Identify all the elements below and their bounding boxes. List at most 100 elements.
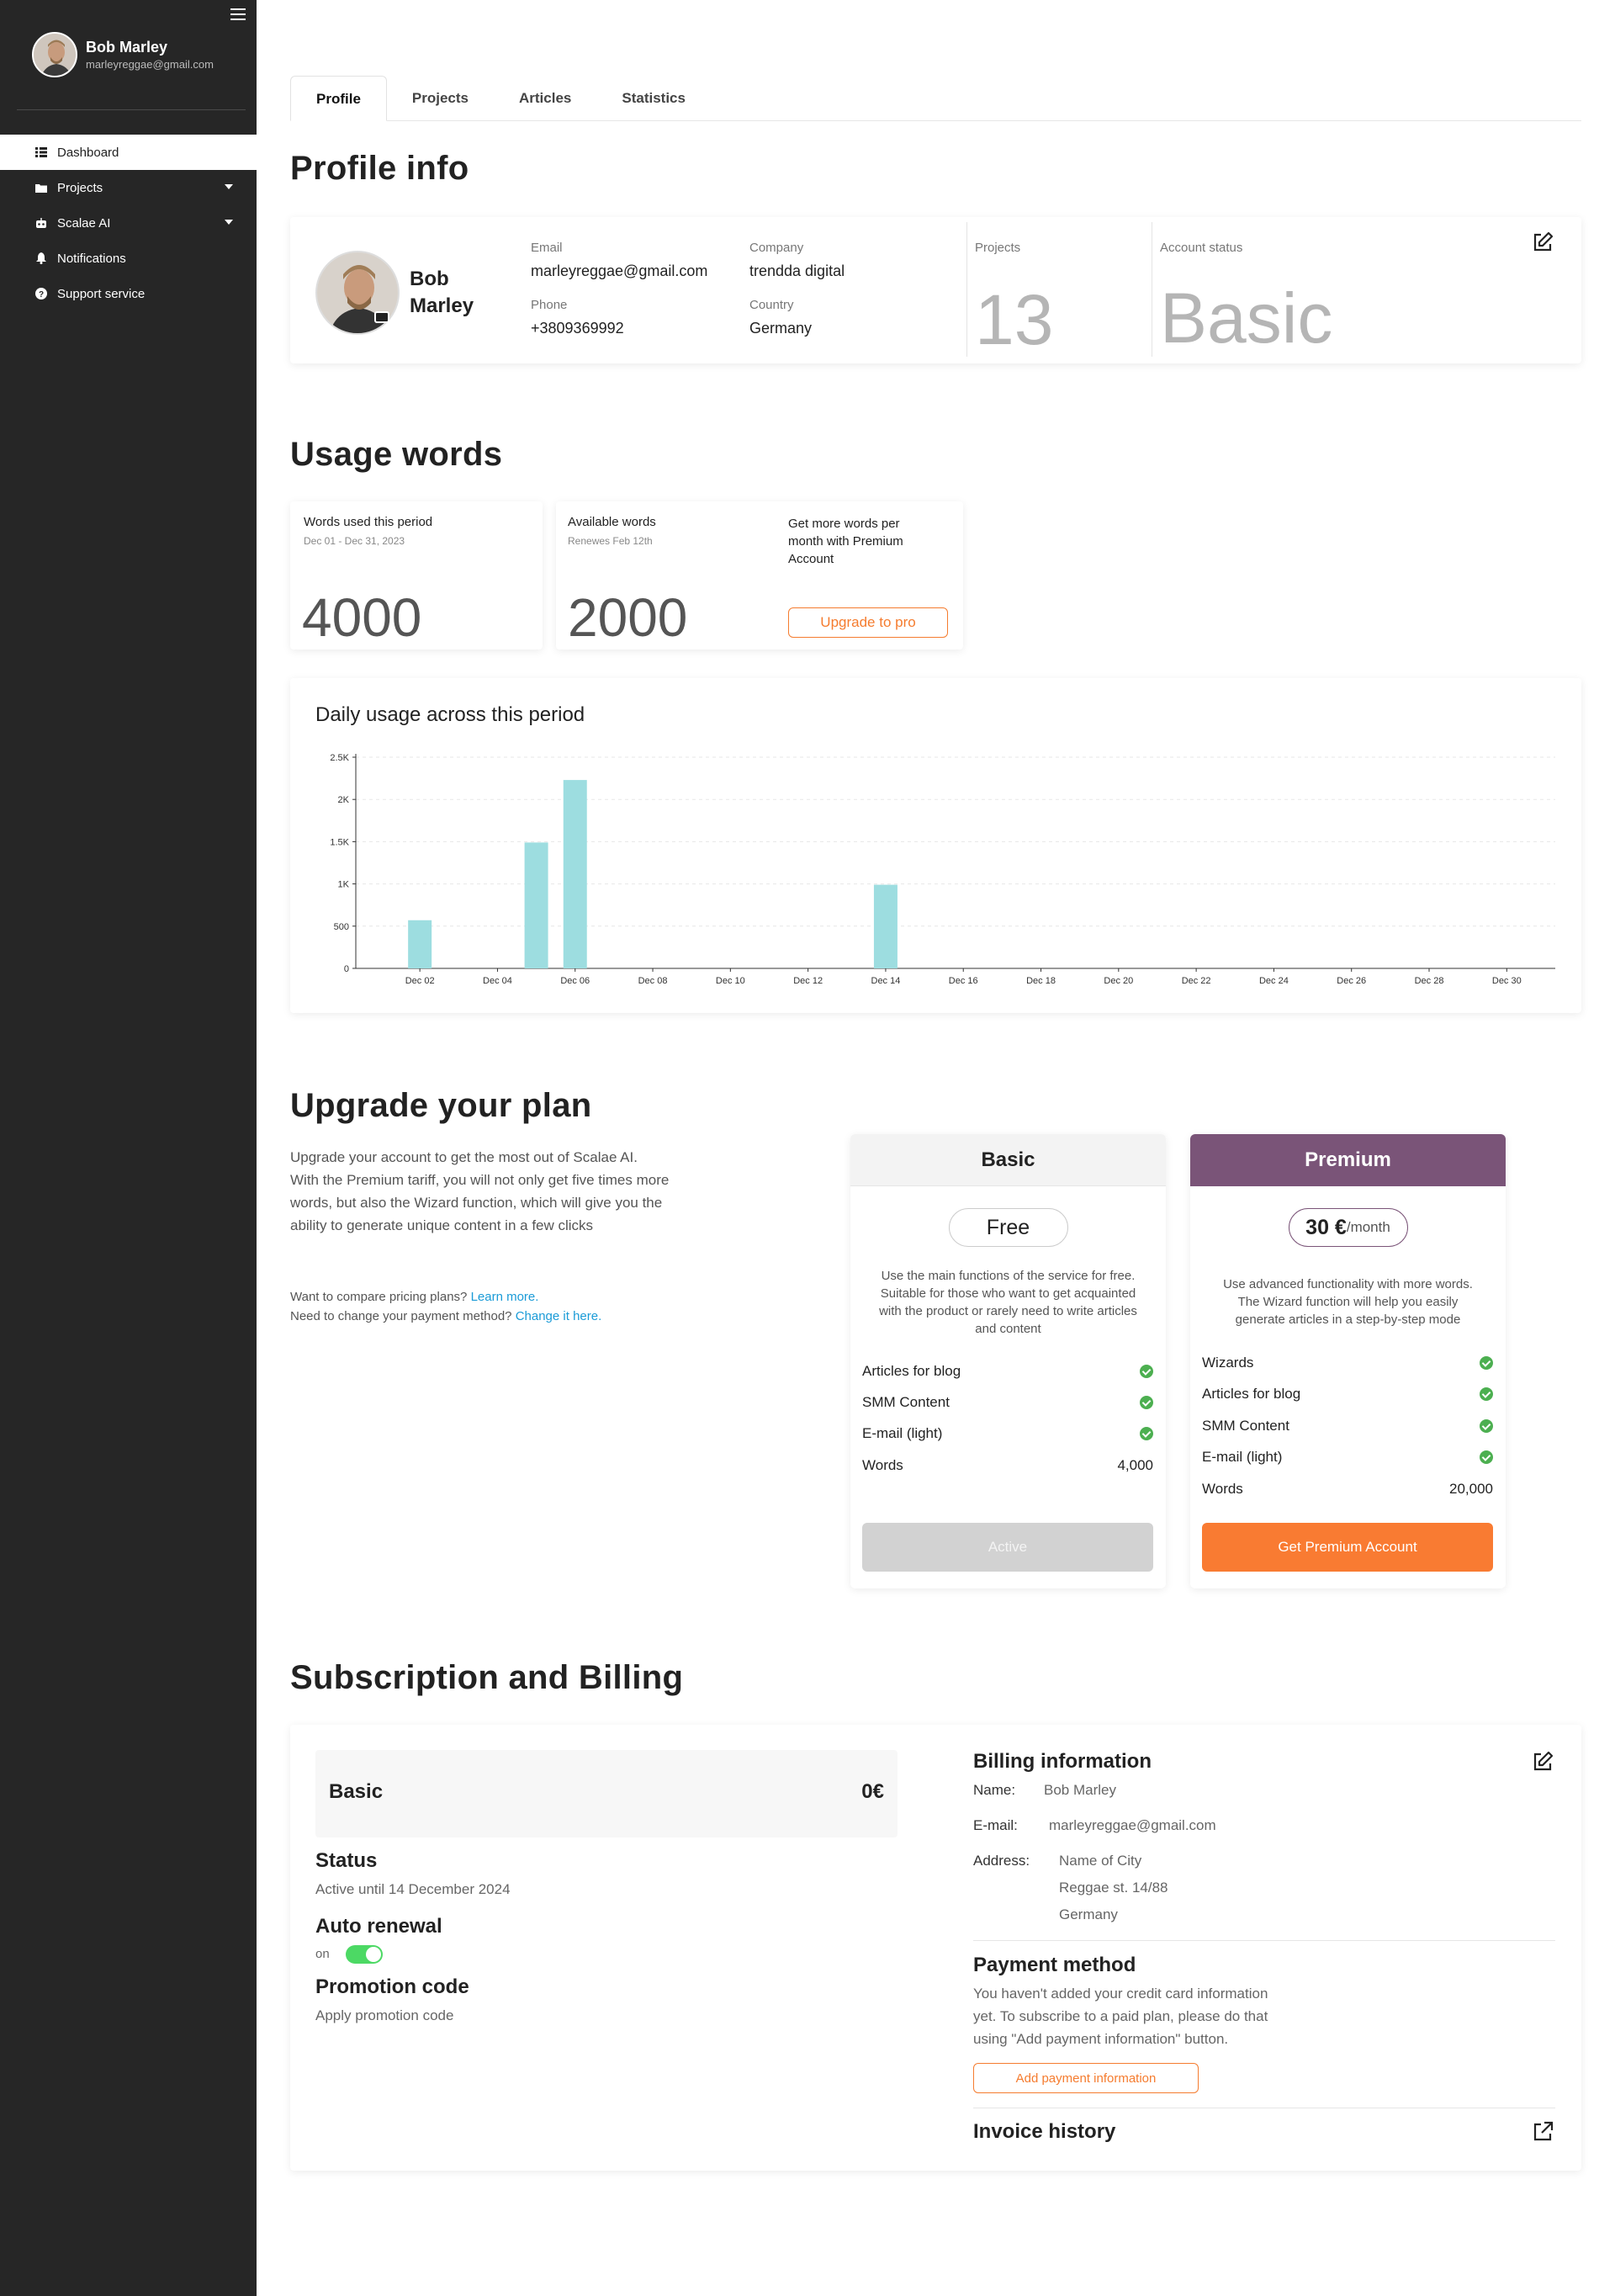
sidebar-item-scalae-ai[interactable]: Scalae AI bbox=[0, 205, 257, 241]
invoice-history-heading[interactable]: Invoice history bbox=[973, 2120, 1116, 2143]
auto-renewal-state: on bbox=[315, 1947, 330, 1961]
chart-x-tick-label: Dec 16 bbox=[949, 976, 978, 986]
billing-name-value: Bob Marley bbox=[1044, 1782, 1116, 1798]
promotion-code-label: Promotion code bbox=[315, 1975, 469, 1998]
edit-icon[interactable] bbox=[1531, 1750, 1554, 1774]
sidebar-item-projects[interactable]: Projects bbox=[0, 170, 257, 205]
apply-promotion-code[interactable]: Apply promotion code bbox=[315, 2007, 454, 2023]
feature-label: Articles for blog bbox=[1202, 1386, 1301, 1402]
get-premium-button[interactable]: Get Premium Account bbox=[1202, 1523, 1493, 1572]
chart-title: Daily usage across this period bbox=[315, 703, 585, 726]
company-value: trendda digital bbox=[749, 262, 845, 279]
plan-feature: E-mail (light) bbox=[1202, 1447, 1493, 1467]
upgrade-paragraph-line: words, but also the Wizard function, whi… bbox=[290, 1195, 663, 1211]
profile-name: Bob Marley bbox=[410, 268, 474, 317]
account-status-label: Account status bbox=[1160, 241, 1243, 255]
plan-card-basic: Basic Free Use the main functions of the… bbox=[850, 1134, 1166, 1588]
feature-label: E-mail (light) bbox=[862, 1425, 943, 1441]
upgrade-paragraph: Upgrade your account to get the most out… bbox=[290, 1146, 761, 1237]
chart-bar bbox=[563, 780, 587, 968]
chart-bar bbox=[408, 920, 432, 968]
change-payment-link[interactable]: Change it here. bbox=[515, 1309, 602, 1323]
tab-projects[interactable]: Projects bbox=[411, 90, 469, 106]
profile-heading: Profile info bbox=[290, 150, 469, 187]
price-amount: 30 € bbox=[1305, 1215, 1347, 1239]
plan-feature: Wizards bbox=[1202, 1353, 1493, 1373]
divider bbox=[973, 1940, 1555, 1941]
add-payment-information-button[interactable]: Add payment information bbox=[973, 2063, 1199, 2093]
external-link-icon[interactable] bbox=[1531, 2120, 1554, 2144]
words-used-title: Words used this period bbox=[304, 515, 433, 529]
tab-profile[interactable]: Profile bbox=[290, 76, 387, 121]
plan-feature: Articles for blog bbox=[1202, 1384, 1493, 1404]
status-label: Status bbox=[315, 1849, 378, 1872]
sidebar-item-label: Scalae AI bbox=[57, 215, 111, 231]
words-label: Words bbox=[862, 1457, 903, 1473]
divider bbox=[966, 222, 967, 357]
phone-label: Phone bbox=[531, 298, 568, 312]
available-words-title: Available words bbox=[568, 515, 656, 529]
upgrade-links: Want to compare pricing plans? Learn mor… bbox=[290, 1287, 761, 1326]
feature-label: E-mail (light) bbox=[1202, 1449, 1283, 1465]
chart-bar bbox=[873, 884, 898, 968]
billing-address-label: Address: bbox=[973, 1853, 1030, 1869]
plan-feature: Articles for blog bbox=[862, 1361, 1153, 1381]
current-plan-box: Basic 0€ bbox=[315, 1750, 898, 1837]
check-icon bbox=[1480, 1419, 1493, 1433]
available-words-card: Available words Renewes Feb 12th 2000 Ge… bbox=[556, 501, 963, 650]
plan-description: Use the main functions of the service fo… bbox=[879, 1269, 1137, 1336]
tab-articles[interactable]: Articles bbox=[519, 90, 572, 106]
tab-statistics[interactable]: Statistics bbox=[622, 90, 686, 106]
sidebar-item-label: Dashboard bbox=[57, 145, 119, 160]
menu-icon[interactable] bbox=[230, 8, 246, 22]
robot-icon bbox=[35, 217, 47, 229]
camera-icon[interactable] bbox=[374, 311, 389, 323]
check-icon bbox=[1480, 1356, 1493, 1370]
upgrade-to-pro-button[interactable]: Upgrade to pro bbox=[788, 607, 948, 638]
payment-method-text-line: yet. To subscribe to a paid plan, please… bbox=[973, 2008, 1268, 2024]
upgrade-paragraph-line: With the Premium tariff, you will not on… bbox=[290, 1172, 670, 1188]
country-value: Germany bbox=[749, 320, 813, 337]
auto-renewal-toggle[interactable] bbox=[346, 1945, 383, 1964]
company-label: Company bbox=[749, 241, 804, 255]
feature-label: SMM Content bbox=[1202, 1418, 1289, 1434]
words-label: Words bbox=[1202, 1481, 1243, 1497]
avatar bbox=[32, 32, 77, 77]
check-icon bbox=[1140, 1427, 1153, 1440]
edit-icon[interactable] bbox=[1531, 231, 1554, 254]
chart-x-tick-label: Dec 02 bbox=[405, 976, 435, 986]
billing-email-label: E-mail: bbox=[973, 1817, 1018, 1833]
payment-method-text-line: using "Add payment information" button. bbox=[973, 2031, 1229, 2047]
chart-y-tick-label: 2K bbox=[338, 795, 350, 805]
svg-text:?: ? bbox=[39, 290, 44, 300]
sidebar-item-dashboard[interactable]: Dashboard bbox=[0, 135, 257, 170]
compare-text: Want to compare pricing plans? bbox=[290, 1290, 468, 1304]
question-icon: ? bbox=[35, 288, 47, 300]
active-plan-button[interactable]: Active bbox=[862, 1523, 1153, 1572]
daily-usage-chart: Daily usage across this period 0 500 1K 1.5… bbox=[290, 678, 1581, 1013]
profile-card: Bob Marley Email marleyreggae@gmail.com … bbox=[290, 217, 1581, 363]
chart-y-tick-label: 2.5K bbox=[330, 753, 349, 763]
chart-x-tick-label: Dec 18 bbox=[1026, 976, 1056, 986]
sidebar-item-label: Notifications bbox=[57, 251, 126, 266]
chart-x-tick-label: Dec 06 bbox=[560, 976, 590, 986]
learn-more-link[interactable]: Learn more. bbox=[470, 1290, 539, 1304]
email-label: Email bbox=[531, 241, 563, 255]
chevron-down-icon bbox=[225, 220, 233, 225]
chart-x-tick-label: Dec 10 bbox=[716, 976, 745, 986]
premium-promo-text: Get more words per month with Premium Ac… bbox=[788, 517, 903, 566]
chart-svg: 0 500 1K 1.5K 2K 2.5K Dec 02 Dec 04 Dec 06 Dec 08… bbox=[330, 753, 1555, 986]
projects-label: Projects bbox=[975, 241, 1021, 255]
folder-icon bbox=[35, 182, 47, 194]
plan-words: Words 4,000 bbox=[862, 1456, 1153, 1476]
plan-card-premium: Premium 30 €/month Use advanced function… bbox=[1190, 1134, 1506, 1588]
billing-heading: Subscription and Billing bbox=[290, 1659, 684, 1696]
user-name: Bob Marley bbox=[86, 39, 168, 56]
sidebar-item-notifications[interactable]: Notifications bbox=[0, 241, 257, 276]
available-words-value: 2000 bbox=[568, 587, 688, 648]
check-icon bbox=[1480, 1450, 1493, 1464]
sidebar-item-support[interactable]: ? Support service bbox=[0, 276, 257, 311]
billing-info-heading: Billing information bbox=[973, 1750, 1152, 1773]
sidebar-user[interactable]: Bob Marley marleyreggae@gmail.com bbox=[32, 32, 214, 77]
user-email: marleyreggae@gmail.com bbox=[86, 58, 214, 71]
